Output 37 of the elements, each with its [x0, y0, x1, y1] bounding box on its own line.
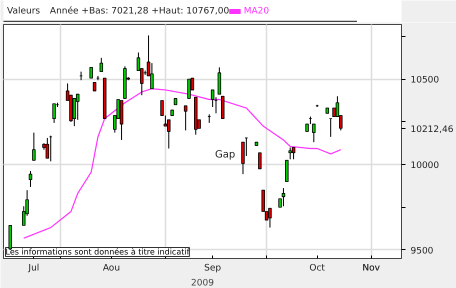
candlestick: [220, 96, 224, 120]
x-tick-label: Jul: [27, 264, 40, 274]
candlestick: [167, 119, 171, 150]
candlestick: [46, 137, 50, 159]
candlestick: [150, 62, 154, 90]
candlestick: [258, 152, 262, 170]
candlestick: [288, 146, 292, 160]
candlestick: [72, 98, 76, 127]
candlestick: [28, 170, 32, 188]
x-axis-title: 2009: [191, 278, 214, 288]
annotation: Gap: [214, 149, 236, 160]
candlestick: [89, 66, 93, 79]
legend-label: MA20: [244, 6, 270, 16]
x-tick-label: Sep: [204, 264, 222, 274]
candlestick: [241, 142, 245, 175]
y-tick-label: 10500: [410, 76, 440, 86]
candlestick: [218, 66, 222, 95]
candlestick: [100, 57, 104, 72]
legend-title: Valeurs: [6, 6, 40, 16]
candlestick: [268, 208, 272, 228]
x-tick-label: Nov: [362, 264, 381, 274]
candlestick: [285, 160, 289, 182]
candlestick: [32, 132, 36, 161]
y-tick-label: 9500: [410, 246, 434, 256]
text: Année +Bas: 7021,28 +Haut: 10767,00: [50, 6, 230, 16]
candlestick: [76, 94, 80, 120]
candlestick: [187, 78, 191, 99]
candlestick: [184, 105, 188, 131]
y-tick-label: 10212,46: [410, 124, 454, 135]
x-tick-label: Oct: [309, 264, 326, 274]
x-tick-label: Aou: [102, 264, 120, 274]
y-tick-label: 10000: [410, 161, 440, 172]
candlestick: [52, 103, 56, 124]
candlestick: [8, 224, 12, 250]
candlestick: [120, 100, 124, 140]
candlestick: [282, 188, 286, 207]
candlestick: [292, 146, 296, 160]
